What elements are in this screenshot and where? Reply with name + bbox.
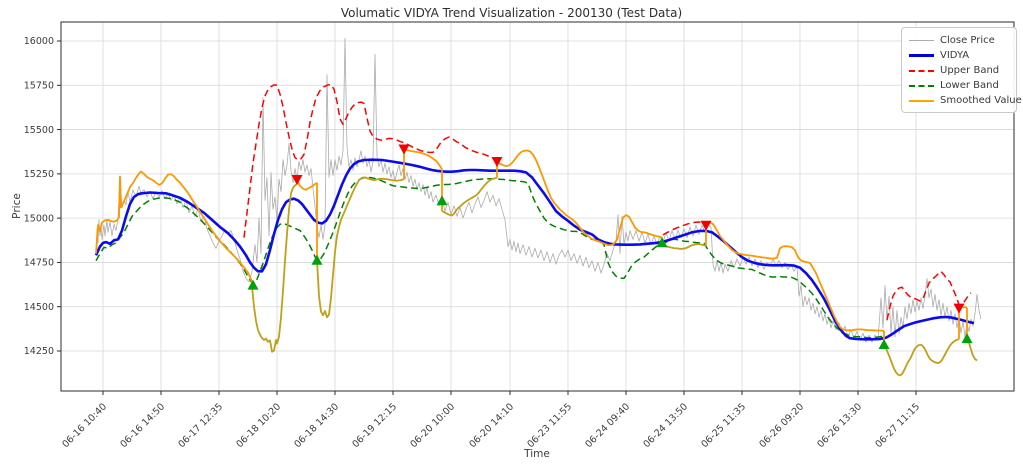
x-tick-label: 06-27 11:15	[873, 401, 922, 450]
series-smoothed-value-high	[705, 221, 885, 332]
x-tick-label: 06-24 13:50	[641, 401, 690, 450]
y-tick-label: 15750	[24, 80, 54, 91]
sell-signal-marker	[398, 144, 410, 155]
series-smoothed-value-high	[296, 179, 318, 191]
plot-border	[60, 21, 1015, 392]
legend-item-vidya: VIDYA	[909, 48, 1009, 63]
tick-labels: 14250 14500 14750 15000 15250 15500 15750 16000…	[24, 36, 922, 450]
y-tick-label: 15250	[24, 169, 54, 180]
y-tick-label: 15000	[24, 213, 54, 224]
smoothed-value-line-swatch	[909, 99, 934, 102]
legend-label: Smoothed Value	[940, 95, 1022, 106]
x-tick-label: 06-18 14:30	[292, 401, 341, 450]
series-smoothed-value-low	[441, 176, 498, 217]
legend-label: Close Price	[940, 35, 995, 46]
legend-item-smoothed-value: Smoothed Value	[909, 93, 1022, 108]
x-axis-label: Time	[524, 448, 550, 460]
sell-signal-marker	[491, 156, 503, 167]
lower-band-line-swatch	[909, 84, 934, 87]
y-tick-label: 14250	[24, 346, 54, 357]
series-upper-band	[662, 221, 707, 236]
series-smoothed-value-low	[661, 243, 707, 250]
x-tick-label: 06-20 14:10	[467, 401, 516, 450]
sell-signal-marker	[700, 220, 712, 231]
upper-band-line-swatch	[909, 69, 934, 72]
legend-item-lower-band: Lower Band	[909, 78, 1009, 93]
sell-signal-marker	[291, 175, 303, 186]
x-tick-label: 06-23 11:55	[525, 401, 574, 450]
buy-signal-marker	[961, 333, 973, 344]
series-smoothed-value-high	[496, 149, 663, 246]
legend: Close Price VIDYA Upper Band Lower Band …	[901, 27, 1022, 113]
legend-item-upper-band: Upper Band	[909, 63, 1009, 78]
x-tick-label: 06-20 10:00	[408, 401, 457, 450]
series-smoothed-value-high	[403, 148, 443, 170]
x-tick-label: 06-26 13:30	[815, 401, 864, 450]
buy-signal-marker	[311, 254, 323, 265]
close-price-line-swatch	[909, 40, 934, 41]
legend-label: Lower Band	[940, 80, 999, 91]
buy-signal-marker	[247, 279, 259, 290]
buy-signal-marker	[656, 237, 668, 248]
series-upper-band	[243, 83, 498, 238]
series-vidya	[94, 158, 975, 341]
vidya-line-swatch	[909, 54, 934, 57]
series-upper-band	[886, 270, 972, 321]
legend-label: Upper Band	[940, 65, 1000, 76]
chart-title: Volumatic VIDYA Trend Visualization - 20…	[340, 6, 683, 20]
series-lower-band	[95, 176, 885, 339]
signal-markers	[247, 144, 973, 349]
y-tick-label: 14750	[24, 258, 54, 269]
x-tick-label: 06-24 09:40	[583, 401, 632, 450]
sell-signal-marker	[953, 303, 965, 314]
legend-item-close-price: Close Price	[909, 33, 1009, 48]
y-tick-label: 16000	[24, 36, 54, 47]
x-tick-label: 06-16 14:50	[118, 401, 167, 450]
series-smoothed-value-low	[251, 183, 298, 353]
y-tick-label: 15500	[24, 125, 54, 136]
tick-marks	[57, 40, 917, 395]
series-close-price	[95, 37, 982, 343]
y-tick-label: 14500	[24, 302, 54, 313]
x-tick-label: 06-19 12:15	[350, 401, 399, 450]
x-tick-label: 06-17 12:35	[176, 401, 225, 450]
gridlines	[61, 22, 1014, 391]
series-smoothed-value-high	[95, 170, 253, 283]
series-smoothed-value-low	[883, 338, 960, 377]
x-tick-label: 06-25 11:35	[699, 401, 748, 450]
buy-signal-marker	[436, 195, 448, 206]
buy-signal-marker	[878, 338, 890, 349]
y-axis-label: Price	[10, 193, 23, 219]
x-tick-label: 06-16 10:40	[60, 401, 109, 450]
series-group	[94, 37, 982, 377]
legend-label: VIDYA	[940, 50, 970, 61]
series-smoothed-value-low	[316, 176, 405, 319]
x-tick-label: 06-26 09:20	[757, 401, 806, 450]
x-tick-label: 06-18 10:20	[234, 401, 283, 450]
